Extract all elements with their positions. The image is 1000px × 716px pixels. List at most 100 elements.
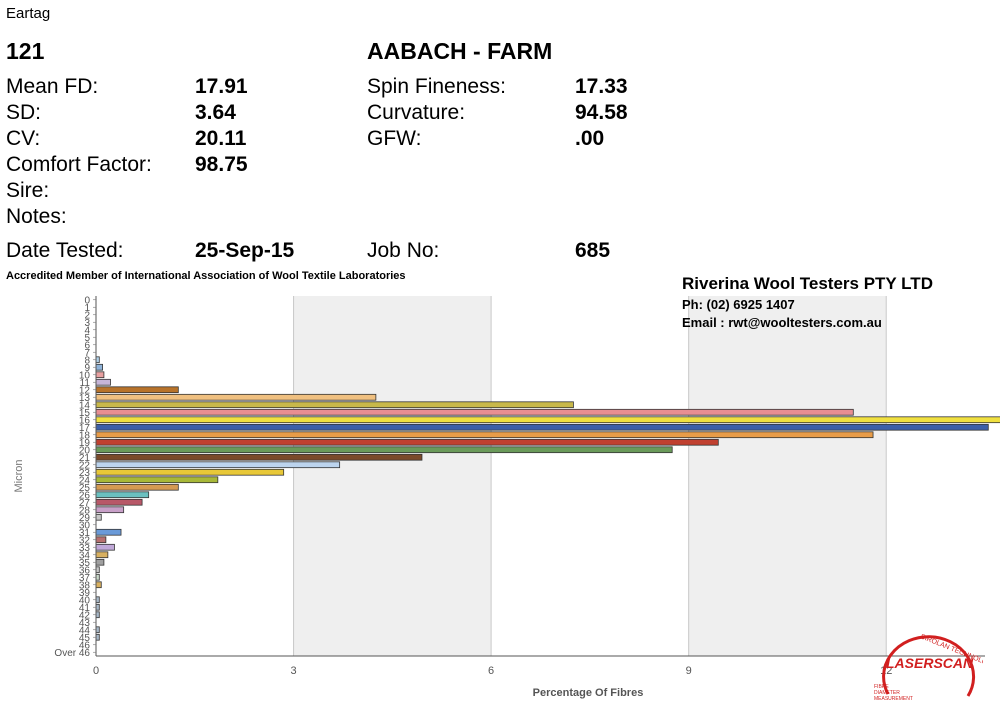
curvature-value: 94.58 bbox=[575, 101, 628, 124]
y-tick-label: 25 bbox=[79, 483, 91, 494]
y-tick-label: 20 bbox=[79, 445, 91, 456]
y-tick-label: 11 bbox=[80, 378, 91, 389]
y-tick-label: 27 bbox=[79, 498, 91, 509]
y-tick-label: 8 bbox=[84, 355, 90, 366]
y-tick-label: 40 bbox=[79, 595, 91, 606]
bar bbox=[95, 498, 143, 506]
bar bbox=[95, 416, 1000, 424]
bar bbox=[95, 378, 111, 386]
bar bbox=[95, 446, 673, 454]
y-tick-label: 41 bbox=[79, 603, 91, 614]
logo-sub-2: DIAMETER bbox=[874, 690, 900, 696]
y-tick-label: 1 bbox=[84, 303, 90, 314]
x-tick-label: 6 bbox=[488, 665, 494, 677]
bar bbox=[95, 491, 150, 499]
job-no-value: 685 bbox=[575, 239, 611, 262]
sd-label: SD: bbox=[6, 101, 42, 124]
bar bbox=[95, 506, 125, 514]
spin-fineness-label: Spin Fineness: bbox=[367, 75, 506, 98]
logo-sub-1: FIBRE bbox=[874, 684, 889, 690]
date-tested-value: 25-Sep-15 bbox=[195, 239, 295, 262]
bar bbox=[95, 431, 874, 439]
y-tick-label: 18 bbox=[79, 430, 91, 441]
y-tick-label: 39 bbox=[79, 588, 91, 599]
eartag-label: Eartag bbox=[6, 5, 51, 22]
y-tick-label: 7 bbox=[84, 348, 90, 359]
fibre-diameter-histogram: 0123456789101112131415161718192021222324… bbox=[13, 295, 1000, 699]
eartag-value: 121 bbox=[6, 38, 45, 64]
y-tick-label: 23 bbox=[79, 468, 91, 479]
sd-value: 3.64 bbox=[195, 101, 236, 124]
gfw-value: .00 bbox=[575, 127, 605, 150]
y-tick-label: 34 bbox=[79, 550, 91, 561]
y-tick-label: 31 bbox=[79, 528, 91, 539]
grid-band bbox=[293, 296, 492, 656]
curvature-label: Curvature: bbox=[367, 101, 466, 124]
y-tick-label: 22 bbox=[79, 460, 91, 471]
y-tick-label: 2 bbox=[84, 310, 90, 321]
x-tick-label: 9 bbox=[686, 665, 692, 677]
bar bbox=[95, 468, 285, 476]
bar bbox=[95, 551, 109, 559]
bar bbox=[95, 453, 423, 461]
bar bbox=[95, 408, 854, 416]
y-tick-label: 42 bbox=[79, 610, 91, 621]
y-tick-label: 13 bbox=[79, 393, 91, 404]
comfort-factor-value: 98.75 bbox=[195, 153, 248, 176]
y-tick-label: Over 46 bbox=[54, 648, 90, 659]
y-tick-label: 21 bbox=[79, 453, 91, 464]
cv-label: CV: bbox=[6, 127, 41, 150]
bar bbox=[95, 528, 122, 536]
grid-band bbox=[688, 296, 887, 656]
bar bbox=[95, 371, 105, 379]
spin-fineness-value: 17.33 bbox=[575, 75, 628, 98]
bar bbox=[95, 476, 219, 484]
logo-wordmark: LASERSCAN bbox=[886, 655, 974, 671]
y-tick-label: 46 bbox=[79, 640, 91, 651]
laserscan-logo: LASERSCAN SIROLAN TECHNOLOGY FIBRE DIAME… bbox=[874, 633, 983, 702]
mean-fd-label: Mean FD: bbox=[6, 75, 99, 98]
y-tick-label: 17 bbox=[79, 423, 91, 434]
bar bbox=[95, 483, 179, 491]
sire-label: Sire: bbox=[6, 179, 50, 202]
mean-fd-value: 17.91 bbox=[195, 75, 248, 98]
y-tick-label: 29 bbox=[79, 513, 91, 524]
y-tick-label: 12 bbox=[79, 385, 91, 396]
bar bbox=[95, 401, 574, 409]
y-tick-label: 6 bbox=[84, 340, 90, 351]
comfort-factor-label: Comfort Factor: bbox=[6, 153, 152, 176]
bar bbox=[95, 363, 103, 371]
y-tick-label: 16 bbox=[79, 415, 91, 426]
y-tick-label: 10 bbox=[79, 370, 91, 381]
y-tick-label: 45 bbox=[79, 633, 91, 644]
bar bbox=[95, 581, 102, 589]
cv-value: 20.11 bbox=[195, 127, 247, 150]
y-tick-label: 19 bbox=[79, 438, 91, 449]
y-tick-label: 30 bbox=[79, 520, 91, 531]
y-tick-label: 15 bbox=[79, 408, 91, 419]
bar bbox=[95, 543, 115, 551]
bar bbox=[95, 386, 179, 394]
x-axis-title: Percentage Of Fibres bbox=[533, 687, 644, 699]
bar bbox=[95, 393, 377, 401]
company-email: Email : rwt@wooltesters.com.au bbox=[682, 315, 882, 330]
y-tick-label: 37 bbox=[79, 573, 91, 584]
bar bbox=[95, 513, 102, 521]
y-tick-label: 14 bbox=[79, 400, 91, 411]
date-tested-label: Date Tested: bbox=[6, 239, 124, 262]
company-phone: Ph: (02) 6925 1407 bbox=[682, 297, 795, 312]
y-tick-label: 24 bbox=[79, 475, 91, 486]
y-tick-label: 38 bbox=[79, 580, 91, 591]
x-tick-label: 3 bbox=[290, 665, 296, 677]
y-tick-label: 0 bbox=[84, 295, 90, 306]
y-tick-label: 33 bbox=[79, 543, 91, 554]
notes-label: Notes: bbox=[6, 205, 67, 228]
x-tick-label: 0 bbox=[93, 665, 99, 677]
y-tick-label: 9 bbox=[84, 363, 90, 374]
logo-sub-3: MEASUREMENT bbox=[874, 696, 913, 702]
accreditation-note: Accredited Member of International Assoc… bbox=[6, 270, 406, 282]
y-tick-label: 28 bbox=[79, 505, 91, 516]
y-tick-label: 5 bbox=[84, 333, 90, 344]
company-name: Riverina Wool Testers PTY LTD bbox=[682, 274, 933, 293]
y-tick-label: 3 bbox=[84, 318, 90, 329]
